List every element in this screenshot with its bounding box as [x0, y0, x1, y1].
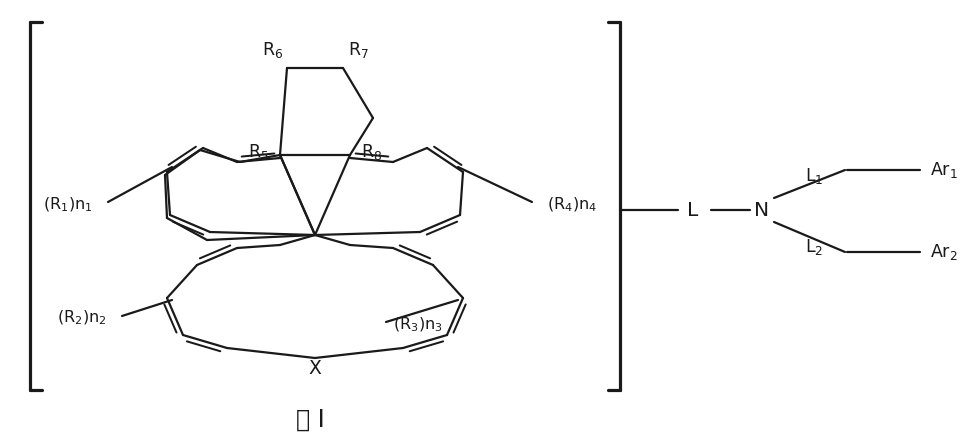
- Text: X: X: [308, 358, 321, 377]
- Text: R$_7$: R$_7$: [347, 40, 368, 60]
- Text: 式 I: 式 I: [296, 408, 324, 432]
- Text: N: N: [754, 201, 768, 219]
- Text: L: L: [687, 201, 698, 219]
- Text: (R$_2$)n$_2$: (R$_2$)n$_2$: [57, 309, 107, 327]
- Text: R$_5$: R$_5$: [247, 142, 268, 162]
- Text: R$_8$: R$_8$: [361, 142, 382, 162]
- Text: (R$_4$)n$_4$: (R$_4$)n$_4$: [547, 196, 597, 214]
- Text: (R$_1$)n$_1$: (R$_1$)n$_1$: [44, 196, 93, 214]
- Text: (R$_3$)n$_3$: (R$_3$)n$_3$: [392, 316, 443, 334]
- Text: L$_2$: L$_2$: [804, 237, 823, 257]
- Text: R$_6$: R$_6$: [262, 40, 283, 60]
- Text: Ar$_2$: Ar$_2$: [929, 242, 956, 262]
- Text: L$_1$: L$_1$: [804, 166, 823, 186]
- Text: Ar$_1$: Ar$_1$: [929, 160, 957, 180]
